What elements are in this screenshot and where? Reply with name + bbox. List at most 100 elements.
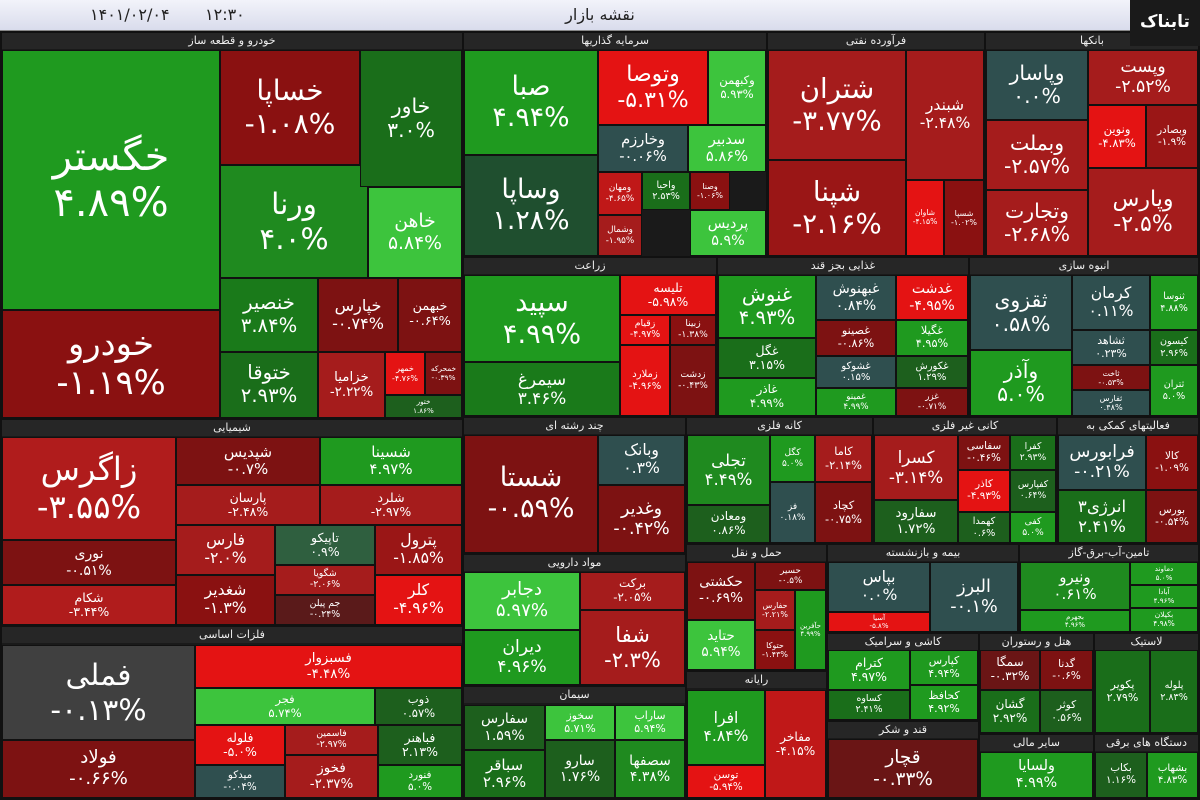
stock-name: بشهاب <box>1157 763 1188 775</box>
stock-change: ۳.۴۶% <box>517 388 567 408</box>
stock-change: -۰.۲۱% <box>1074 461 1130 482</box>
stock-tile: البرز -۰.۱% <box>930 562 1018 632</box>
stock-name: شغدیر <box>204 581 247 600</box>
sector-title: بیمه و بازنشسته <box>828 545 1018 561</box>
stock-tile: کچاد -۰.۷۵% <box>815 482 872 543</box>
stock-change: -۳.۵۵% <box>36 487 142 526</box>
stock-change: -۴.۸۳% <box>1098 135 1136 150</box>
stock-change: ۵.۰% <box>1022 526 1044 538</box>
stock-change: ۴.۹۹% <box>843 402 869 412</box>
stock-name: فسبزوار <box>305 651 352 667</box>
stock-change: -۰.۵۳% <box>1098 377 1124 387</box>
stock-change: -۴.۹۵% <box>909 297 955 314</box>
logo: تابناک <box>1130 0 1200 46</box>
stock-tile: وتوصا -۵.۳۱% <box>598 50 708 125</box>
stock-change: -۲.۲۱% <box>762 610 788 619</box>
stock-name: زدشت <box>680 368 706 380</box>
stock-change: ۴.۹۴% <box>928 666 960 680</box>
stock-tile: کلر -۴.۹۶% <box>375 575 462 625</box>
stock-name: بورس <box>1159 503 1185 516</box>
stock-name: دجابر <box>502 579 542 601</box>
stock-change: -۴.۴۸% <box>306 666 351 682</box>
stock-name: حتاید <box>707 628 735 645</box>
stock-name: کیسون <box>1159 336 1189 348</box>
stock-tile: فخوز -۲.۳۷% <box>285 755 378 798</box>
stock-name: کالا <box>1164 449 1180 462</box>
stock-tile: خپارس -۰.۷۴% <box>318 278 398 352</box>
stock-name: دیران <box>502 636 542 657</box>
stock-change: -۵.۸% <box>869 622 889 630</box>
stock-name: شسینا <box>371 442 411 461</box>
stock-change: ۵.۷۱% <box>564 721 596 735</box>
stock-change: -۴.۱۵% <box>912 217 938 226</box>
stock-change: ۴.۹۹% <box>800 630 821 638</box>
stock-name: فرابورس <box>1069 441 1135 462</box>
stock-change: ۰.۸۶% <box>711 523 746 537</box>
stock-change: -۲.۰% <box>204 549 247 567</box>
stock-change: ۰.۵۸% <box>991 311 1051 336</box>
stock-name: ثفارس <box>1099 392 1123 403</box>
stock-name: حتوکا <box>766 640 784 650</box>
stock-change: -۳.۴۴% <box>68 604 110 619</box>
stock-name: ذوب <box>407 692 430 707</box>
stock-name: ثنوسا <box>1163 291 1185 303</box>
stock-change: ۰.۶۴% <box>1019 490 1047 501</box>
stock-tile: کساوه ۲.۴۱% <box>828 690 910 720</box>
stock-change: ۵.۹۳% <box>720 86 754 101</box>
stock-name: پلوله <box>1164 680 1184 692</box>
stock-change: -۰.۱۳% <box>50 691 147 727</box>
stock-change: ۲.۱۳% <box>402 744 438 759</box>
stock-name: سفاسی <box>966 439 1002 452</box>
stock-name: سصفها <box>629 752 671 769</box>
stock-name: نوری <box>74 546 104 563</box>
stock-name: وصنا <box>702 181 718 191</box>
stock-change: -۲.۱۶% <box>792 207 882 240</box>
stock-tile: گدنا -۰.۶% <box>1040 650 1093 690</box>
stock-change: ۴.۹۸% <box>1153 619 1175 628</box>
stock-change: ۵.۹۴% <box>634 721 666 735</box>
stock-change: -۴.۹۷% <box>629 329 661 340</box>
stock-tile: غگل ۳.۱۵% <box>718 338 816 378</box>
stock-tile: واحیا ۲.۵۳% <box>642 172 690 210</box>
stock-tile: افرا ۴.۸۴% <box>687 690 765 765</box>
stock-tile: ساراب ۵.۹۴% <box>615 705 685 740</box>
stock-change: -۱.۰۲% <box>951 218 977 227</box>
stock-change: ۵.۰% <box>407 780 433 793</box>
sector-title: چند رشته ای <box>464 418 685 434</box>
sector-title: سرمایه گذاریها <box>464 33 766 49</box>
stock-name: ومعادن <box>710 509 747 524</box>
stock-tile: فنورد ۵.۰% <box>378 765 462 798</box>
stock-change: ۰.۵۷% <box>401 705 436 720</box>
stock-tile: ثشاهد ۰.۲۳% <box>1072 330 1150 365</box>
stock-tile: تلیسه -۵.۹۸% <box>620 275 716 315</box>
stock-name: حفارس <box>762 600 788 610</box>
stock-name: حسیر <box>780 565 801 576</box>
stock-name: فنورد <box>408 768 432 781</box>
stock-change: ۴.۹۵% <box>915 337 949 350</box>
stock-name: صبا <box>511 70 551 102</box>
stock-tile: شسپا -۱.۰۲% <box>944 180 984 256</box>
stock-name: خنصیر <box>243 291 295 315</box>
stock-tile: ومهان -۴.۶۵% <box>598 172 642 215</box>
sector-title: خودرو و قطعه ساز <box>2 33 462 49</box>
stock-name: کوثر <box>1056 699 1077 712</box>
stock-tile: کاذر -۴.۹۳% <box>958 470 1010 512</box>
stock-change: ۱.۷۲% <box>896 521 936 537</box>
stock-tile: ثقزوی ۰.۵۸% <box>970 275 1072 350</box>
stock-name: سخوز <box>566 708 594 722</box>
stock-tile: وصنا -۱.۰۶% <box>690 172 730 210</box>
stock-tile: ولسایا ۴.۹۹% <box>980 752 1093 798</box>
stock-change: -۲.۹۷% <box>316 739 347 750</box>
stock-change: ۰.۴۸% <box>1099 402 1123 412</box>
stock-tile: سفارود ۱.۷۲% <box>874 500 958 543</box>
stock-name: افرا <box>713 708 739 727</box>
stock-name: تاپیکو <box>311 529 339 545</box>
stock-name: خمهر <box>396 364 414 374</box>
stock-tile: غصینو -۰.۸۶% <box>816 320 896 356</box>
stock-change: ۴.۹۹% <box>1015 775 1058 791</box>
stock-name: وپست <box>1120 56 1166 77</box>
stock-change: ۱.۱۶% <box>1106 774 1136 786</box>
stock-change: -۱.۴۳% <box>762 650 788 659</box>
stock-tile: سباقر ۲.۹۶% <box>464 750 545 798</box>
stock-name: واحیا <box>656 179 676 191</box>
